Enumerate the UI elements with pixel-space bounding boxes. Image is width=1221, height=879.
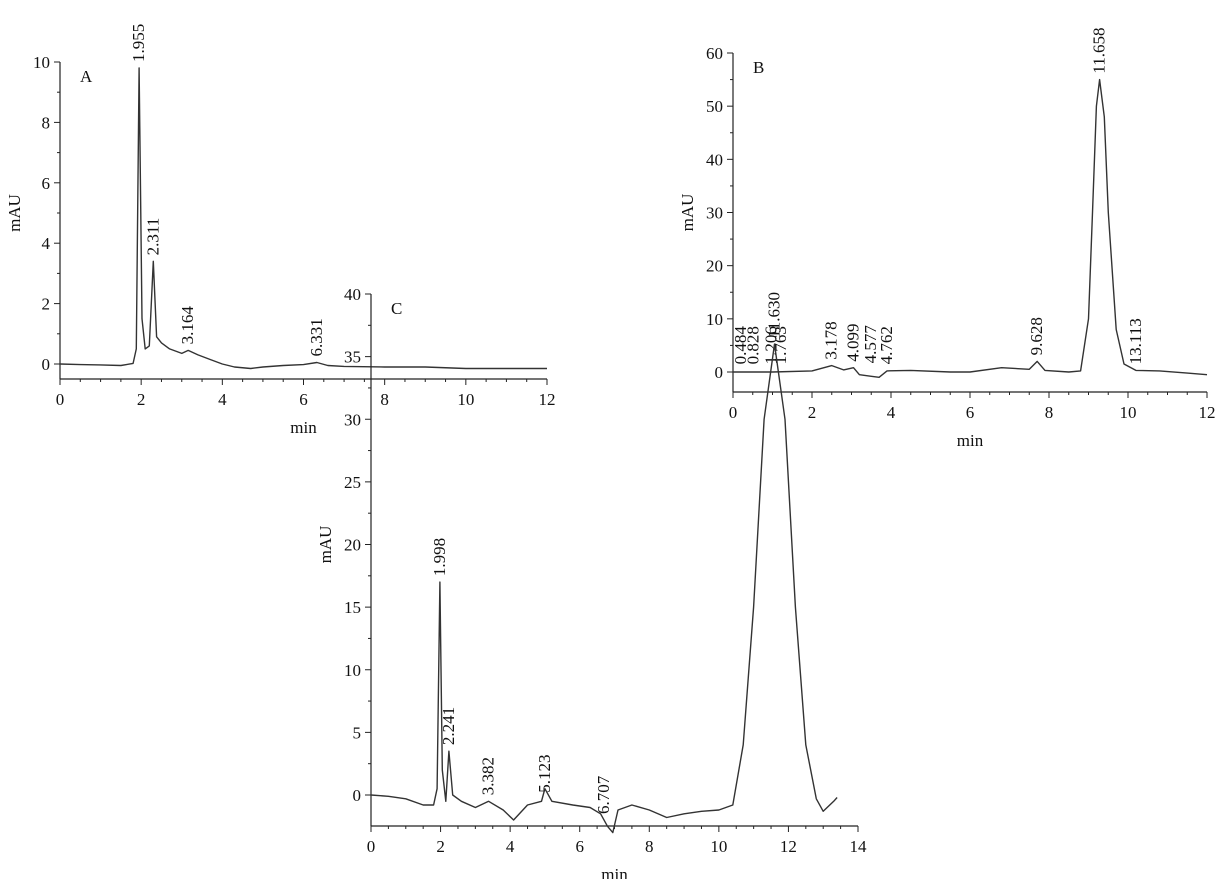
peak-label-c: 11.630 [765,292,784,338]
y-tick-label-b: 40 [706,150,723,169]
peak-label-b: 4.099 [843,323,862,361]
x-tick-label-a: 2 [137,390,146,409]
panel-letter-a: A [80,67,93,86]
y-tick-label-c: 10 [344,661,361,680]
peak-label-c: 1.998 [430,538,449,576]
x-tick-label-c: 12 [780,837,797,856]
y-tick-label-c: 0 [353,786,362,805]
panel-letter-c: C [391,299,402,318]
peak-label-b: 3.178 [822,321,841,359]
y-tick-label-a: 0 [42,355,51,374]
x-tick-label-a: 0 [56,390,65,409]
x-tick-label-a: 4 [218,390,227,409]
peak-label-b: 9.628 [1027,317,1046,355]
x-tick-label-b: 8 [1045,403,1054,422]
x-axis-label-a: min [290,418,317,437]
x-axis-label-c: min [601,865,628,879]
x-tick-label-a: 10 [457,390,474,409]
y-tick-label-b: 50 [706,97,723,116]
y-tick-label-a: 10 [33,53,50,72]
peak-label-b: 4.577 [861,325,880,364]
peak-label-a: 2.311 [143,218,162,256]
x-tick-label-b: 2 [808,403,817,422]
peak-label-c: 3.382 [479,757,498,795]
x-tick-label-b: 0 [729,403,738,422]
x-tick-label-c: 14 [850,837,868,856]
y-tick-label-a: 4 [42,234,51,253]
y-tick-label-b: 30 [706,204,723,223]
x-tick-label-b: 10 [1120,403,1137,422]
x-tick-label-b: 6 [966,403,975,422]
y-tick-label-c: 5 [353,723,362,742]
chromatogram-trace-b [733,78,1208,378]
y-tick-label-b: 10 [706,310,723,329]
y-tick-label-c: 25 [344,473,361,492]
x-tick-label-b: 4 [887,403,896,422]
x-tick-label-a: 6 [299,390,308,409]
x-tick-label-a: 8 [380,390,389,409]
panel-a: 0 2 4 6 8 10 0 2 4 6 8 10 12 min mAU A 1.955 2.311 3.164 6.… [5,24,556,437]
y-tick-label-c: 30 [344,410,361,429]
peak-label-a: 6.331 [307,318,326,356]
x-tick-label-b: 12 [1199,403,1216,422]
peak-label-c: 2.241 [439,707,458,745]
y-tick-label-a: 8 [42,113,51,132]
y-tick-label-c: 40 [344,285,361,304]
peak-label-a: 3.164 [178,306,197,345]
chromatogram-trace-c [370,343,838,834]
y-tick-label-b: 20 [706,257,723,276]
x-tick-label-c: 0 [367,837,376,856]
y-tick-label-c: 20 [344,536,361,555]
y-axis-label-b: mAU [678,194,697,232]
x-tick-label-c: 8 [645,837,654,856]
x-tick-label-c: 4 [506,837,515,856]
y-tick-label-b: 0 [715,363,724,382]
x-tick-label-c: 10 [710,837,727,856]
x-tick-label-a: 12 [539,390,556,409]
y-tick-label-a: 2 [42,295,51,314]
y-tick-label-a: 6 [42,174,51,193]
peak-label-c: 6.707 [594,775,613,814]
y-axis-label-a: mAU [5,194,24,232]
y-tick-label-c: 35 [344,348,361,367]
x-tick-label-c: 2 [436,837,445,856]
y-tick-label-b: 60 [706,44,723,63]
x-axis-label-b: min [957,431,984,450]
x-tick-label-c: 6 [575,837,584,856]
y-tick-label-c: 15 [344,598,361,617]
peak-label-a: 1.955 [129,24,148,62]
peak-label-c: 5.123 [535,755,554,793]
peak-label-b: 0.828 [744,326,763,364]
peak-label-b: 11.658 [1090,27,1109,73]
y-axis-label-c: mAU [316,526,335,564]
peak-label-b: 0.484 [731,326,750,365]
chromatogram-trace-a [59,67,547,370]
peak-label-b: 13.113 [1126,318,1145,364]
panel-letter-b: B [753,58,764,77]
peak-label-b: 4.762 [877,326,896,364]
